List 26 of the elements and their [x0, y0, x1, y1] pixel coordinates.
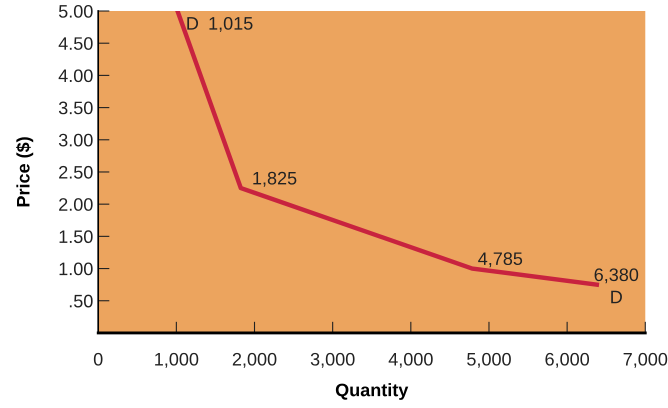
annotation: 1,015 [209, 16, 253, 32]
y-axis-title: Price ($) [16, 137, 34, 206]
x-tick-label: 3,000 [310, 352, 355, 368]
annotation: D [187, 17, 198, 30]
y-tick-label: 3.00 [58, 134, 93, 146]
y-tick-label: .50 [70, 294, 93, 308]
x-tick-label: 0 [94, 352, 103, 366]
y-tick-label: 2.00 [59, 198, 93, 211]
x-tick-label: 2,000 [232, 352, 276, 368]
y-tick-label: 1.00 [60, 262, 93, 276]
y-tick-label: 3.50 [58, 102, 93, 114]
y-tick-label: 4.00 [58, 69, 93, 82]
annotation: 6,380 [594, 268, 638, 284]
annotation: 1,825 [253, 172, 296, 187]
y-tick-label: 1.50 [60, 230, 93, 244]
y-tick-label: 2.50 [59, 166, 93, 179]
x-tick-label: 5,000 [467, 352, 511, 368]
x-tick-label: 1,000 [155, 352, 198, 368]
x-tick-label: 4,000 [388, 352, 433, 368]
annotation: D [611, 290, 622, 304]
x-tick-label: 7,000 [624, 352, 668, 368]
x-tick-label: 6,000 [545, 352, 590, 368]
annotation: 4,785 [478, 252, 522, 268]
x-axis-title: Quantity [336, 383, 408, 400]
y-tick-label: 4.50 [58, 37, 93, 50]
y-tick-label: 5.00 [58, 4, 93, 18]
